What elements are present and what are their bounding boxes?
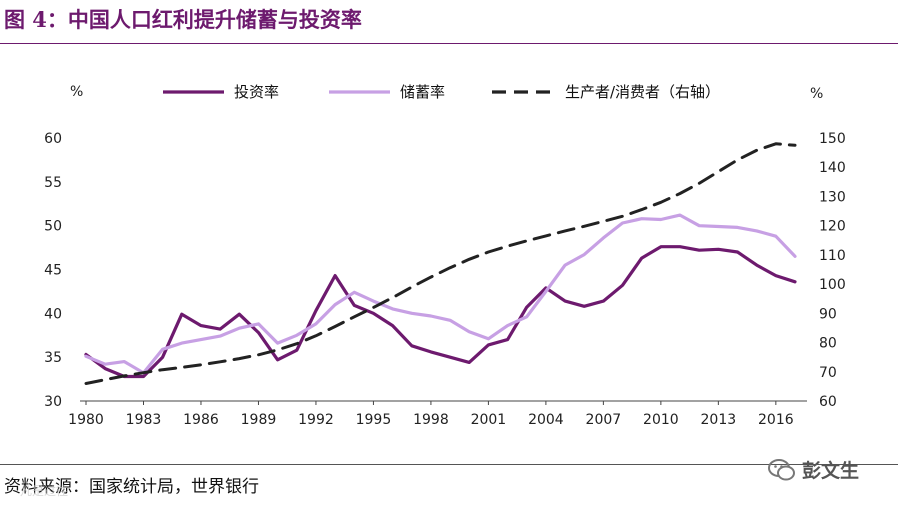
y-right-tick-label: 130 [819, 189, 846, 205]
wechat-icon [768, 458, 795, 480]
chart-legend: 投资率 储蓄率 生产者/消费者（右轴） [163, 83, 720, 101]
y-left-tick-label: 55 [44, 175, 62, 191]
x-tick-label: 1983 [126, 412, 162, 428]
y-right-tick-label: 80 [819, 336, 837, 352]
y-left-tick-label: 40 [44, 306, 62, 322]
y-left-tick-label: 60 [44, 131, 62, 147]
legend-label-2: 储蓄率 [400, 83, 445, 101]
x-tick-label: 2016 [758, 412, 794, 428]
watermark: 凡是过往 [20, 484, 69, 498]
figure-title: 图 4：中国人口红利提升储蓄与投资率 [4, 7, 362, 32]
y-right-tick-label: 70 [819, 365, 837, 381]
x-tick-label: 1995 [356, 412, 392, 428]
series-line-3 [84, 142, 797, 385]
y-right-tick-label: 140 [819, 160, 846, 176]
y-left-tick-label: 35 [44, 350, 62, 366]
y-left-tick-label: 45 [44, 263, 62, 279]
title-divider [0, 43, 898, 44]
line-chart: 投资率 储蓄率 生产者/消费者（右轴） 1980 1983 1986 1989 1992 19… [44, 83, 846, 428]
x-tick-label: 1986 [183, 412, 219, 428]
y-right-tick-label: 100 [819, 277, 846, 293]
y-right-tick-label: 60 [819, 394, 837, 410]
x-tick-label: 1998 [413, 412, 449, 428]
y-right-tick-label: 90 [819, 306, 837, 322]
brand-badge: 彭文生 [768, 456, 859, 483]
source-divider [0, 464, 898, 465]
legend-label-3: 生产者/消费者（右轴） [565, 83, 720, 101]
source-note: 资料来源：国家统计局，世界银行 [4, 477, 259, 497]
y-right-unit-label: % [810, 86, 823, 102]
x-tick-label: 2013 [701, 412, 737, 428]
series-line-2 [84, 213, 797, 375]
x-tick-label: 2010 [643, 412, 679, 428]
chart-axis-labels: 1980 1983 1986 1989 1992 1995 1998 2001 2004 2007… [44, 84, 846, 428]
x-tick-label: 2004 [528, 412, 564, 428]
x-tick-label: 1980 [68, 412, 104, 428]
y-left-tick-label: 50 [44, 219, 62, 235]
legend-label-1: 投资率 [234, 83, 279, 101]
x-tick-label: 2007 [586, 412, 622, 428]
series-line-1 [84, 245, 797, 379]
y-left-unit-label: % [70, 84, 83, 100]
x-tick-label: 1992 [298, 412, 334, 428]
y-right-tick-label: 110 [819, 248, 846, 264]
x-tick-label: 1989 [241, 412, 277, 428]
y-left-tick-label: 30 [44, 394, 62, 410]
x-tick-label: 2001 [471, 412, 507, 428]
y-right-tick-label: 150 [819, 131, 846, 147]
y-right-tick-label: 120 [819, 219, 846, 235]
chart-series-layer [84, 142, 797, 385]
brand-name: 彭文生 [802, 460, 860, 482]
chart-axes [80, 400, 807, 405]
